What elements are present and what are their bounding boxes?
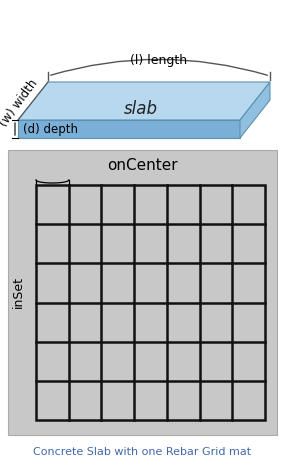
Polygon shape [240,82,270,138]
Text: (l) length: (l) length [131,54,188,67]
Polygon shape [18,120,240,138]
Text: Concrete Slab with one Rebar Grid mat: Concrete Slab with one Rebar Grid mat [33,447,251,457]
Text: slab: slab [124,100,158,118]
Bar [0,0,285,148]
Text: onCenter: onCenter [107,158,178,173]
Bar [8,150,277,435]
Bar [36,185,265,420]
Polygon shape [18,82,270,120]
Text: (d) depth: (d) depth [23,123,78,136]
Text: (w) width: (w) width [0,77,41,129]
Text: inSet: inSet [11,276,25,308]
